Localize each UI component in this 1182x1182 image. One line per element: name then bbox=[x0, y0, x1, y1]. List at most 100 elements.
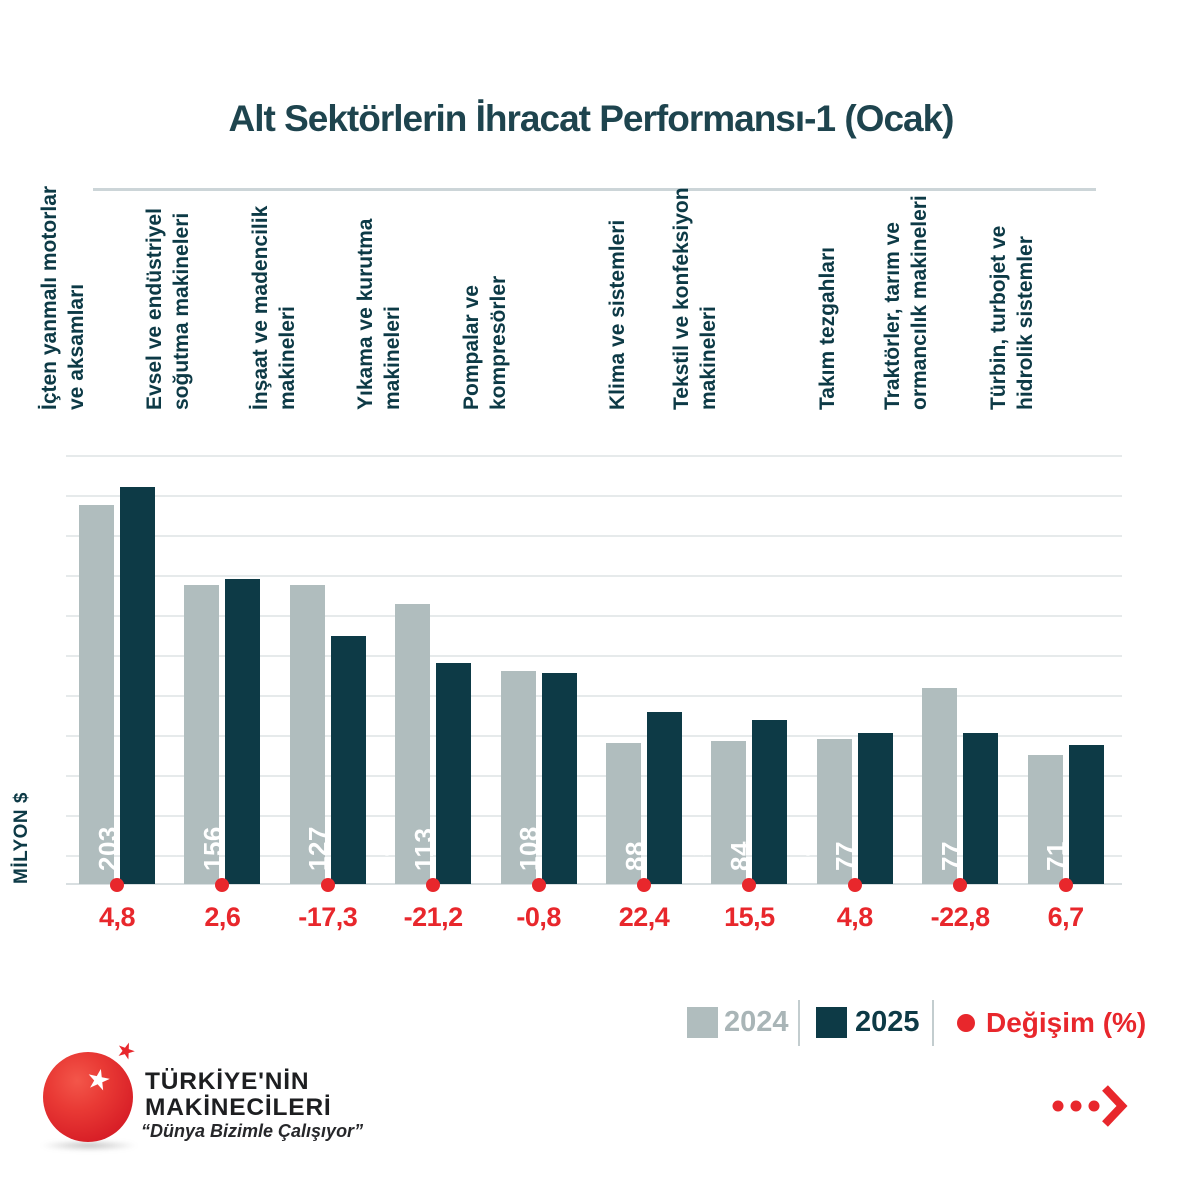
category-label: İnşaat ve madencilik makineleri bbox=[248, 205, 299, 410]
bar-2025 bbox=[1068, 745, 1104, 884]
gridline bbox=[66, 535, 1122, 537]
category-label: Yıkama ve kurutma makineleri bbox=[354, 218, 405, 410]
bar-2025 bbox=[436, 663, 472, 884]
change-dot bbox=[847, 878, 862, 892]
bar-value-label: 72 bbox=[578, 841, 609, 871]
logo-red-globe-icon bbox=[43, 1052, 133, 1142]
gridline bbox=[66, 775, 1122, 777]
gridline bbox=[66, 615, 1122, 617]
bar-2024 bbox=[500, 671, 536, 884]
gridline bbox=[66, 735, 1122, 737]
gridline bbox=[66, 495, 1122, 497]
category-label: Klima ve sistemleri bbox=[605, 219, 629, 410]
brand-tagline: “Dünya Bizimle Çalışıyor” bbox=[141, 1121, 364, 1141]
legend-divider bbox=[932, 1000, 934, 1046]
bar-2025 bbox=[963, 733, 999, 884]
change-value-label: -21,2 bbox=[403, 902, 464, 932]
category-label: Tekstil ve konfeksiyon makineleri bbox=[670, 187, 721, 410]
bar-value-label: 153 bbox=[156, 826, 187, 871]
bar-value-label: 109 bbox=[473, 826, 504, 871]
legend-label-2024: 2024 bbox=[724, 1006, 789, 1038]
bar-value-label: 88 bbox=[619, 841, 650, 871]
bar-2024 bbox=[922, 688, 958, 884]
page-title: Alt Sektörlerin İhracat Performansı-1 (O… bbox=[228, 98, 954, 139]
legend-label-2025: 2025 bbox=[855, 1006, 920, 1038]
y-axis-label: MİLYON $ bbox=[11, 792, 32, 884]
bar-value-label: 194 bbox=[51, 826, 82, 871]
bar-value-label: 100 bbox=[894, 826, 925, 871]
bar-2025 bbox=[330, 636, 366, 884]
bar-value-label: 143 bbox=[367, 826, 398, 871]
legend-swatch-2024 bbox=[687, 1007, 718, 1038]
brand-name-line1: TÜRKİYE'NİN bbox=[145, 1068, 310, 1095]
bar-value-label: 74 bbox=[789, 841, 820, 871]
category-label: Evsel ve endüstriyel soğutma makineleri bbox=[143, 208, 194, 410]
change-value-label: 6,7 bbox=[1047, 902, 1085, 932]
change-value-label: -0,8 bbox=[516, 902, 561, 932]
change-dot bbox=[1058, 878, 1073, 892]
bar-value-label: 71 bbox=[1041, 841, 1072, 871]
legend-change-dot-icon bbox=[957, 1014, 975, 1032]
logo-shadow bbox=[40, 1140, 138, 1151]
bar-2025 bbox=[752, 720, 788, 884]
change-dot bbox=[637, 878, 651, 892]
brand-name-line2: MAKİNECİLERİ bbox=[145, 1094, 332, 1121]
x-axis-baseline bbox=[66, 883, 1122, 885]
gridline bbox=[66, 815, 1122, 817]
bar-2024 bbox=[1027, 755, 1063, 884]
bar-2024 bbox=[395, 604, 431, 884]
bar-value-label: 108 bbox=[514, 826, 545, 871]
gridline bbox=[66, 855, 1122, 857]
bar-value-label: 73 bbox=[683, 841, 714, 871]
category-label: Takım tezgahları bbox=[816, 247, 840, 410]
change-value-label: -22,8 bbox=[930, 902, 991, 932]
legend-label-change: Değişim (%) bbox=[986, 1007, 1147, 1038]
bar-value-label: 156 bbox=[197, 826, 228, 871]
gridline bbox=[66, 455, 1122, 457]
bar-2025 bbox=[120, 487, 155, 884]
gridline bbox=[66, 575, 1122, 577]
change-value-label: 4,8 bbox=[836, 902, 874, 932]
category-label: İçten yanmalı motorlar ve aksamları bbox=[38, 185, 88, 410]
bar-value-label: 153 bbox=[262, 826, 293, 871]
bar-value-label: 84 bbox=[724, 841, 755, 871]
bar-value-label: 77 bbox=[830, 841, 861, 871]
change-dot bbox=[426, 878, 441, 892]
title-divider bbox=[93, 188, 1096, 191]
gridline bbox=[66, 655, 1122, 657]
change-value-label: 2,6 bbox=[204, 902, 241, 932]
gridline bbox=[66, 695, 1122, 697]
change-dot bbox=[531, 878, 546, 892]
category-label: Traktörler, tarım ve ormancılık makineler… bbox=[881, 195, 932, 410]
bar-value-label: 66 bbox=[1000, 841, 1031, 871]
next-arrow-icon[interactable] bbox=[1046, 1085, 1128, 1127]
bar-2024 bbox=[289, 585, 325, 884]
bar-value-label: 113 bbox=[408, 827, 439, 871]
bar-2025 bbox=[857, 733, 893, 884]
bar-value-label: 127 bbox=[303, 826, 334, 871]
change-value-label: -17,3 bbox=[298, 902, 358, 932]
bar-2024 bbox=[711, 741, 747, 884]
bar-2025 bbox=[541, 673, 577, 884]
change-dot bbox=[953, 878, 968, 892]
bar-value-label: 203 bbox=[92, 826, 123, 871]
bar-value-label: 77 bbox=[935, 841, 966, 871]
bar-2025 bbox=[647, 712, 682, 884]
change-value-label: 4,8 bbox=[98, 902, 136, 932]
bar-2025 bbox=[225, 579, 261, 884]
change-value-label: 22,4 bbox=[618, 902, 670, 932]
legend-swatch-2025 bbox=[816, 1007, 847, 1038]
category-label: Türbin, turbojet ve hidrolik sistemler bbox=[986, 225, 1037, 410]
change-dot bbox=[742, 878, 757, 892]
change-value-label: 15,5 bbox=[724, 902, 775, 932]
red-star-icon: ★ bbox=[112, 1035, 140, 1066]
change-dot bbox=[110, 878, 124, 892]
bar-2024 bbox=[816, 739, 852, 884]
bar-2024 bbox=[184, 585, 220, 884]
change-dot bbox=[320, 878, 335, 892]
bar-2024 bbox=[79, 505, 114, 884]
change-dot bbox=[215, 878, 230, 892]
category-label: Pompalar ve kompresörler bbox=[459, 275, 510, 410]
legend-divider bbox=[798, 1000, 800, 1046]
